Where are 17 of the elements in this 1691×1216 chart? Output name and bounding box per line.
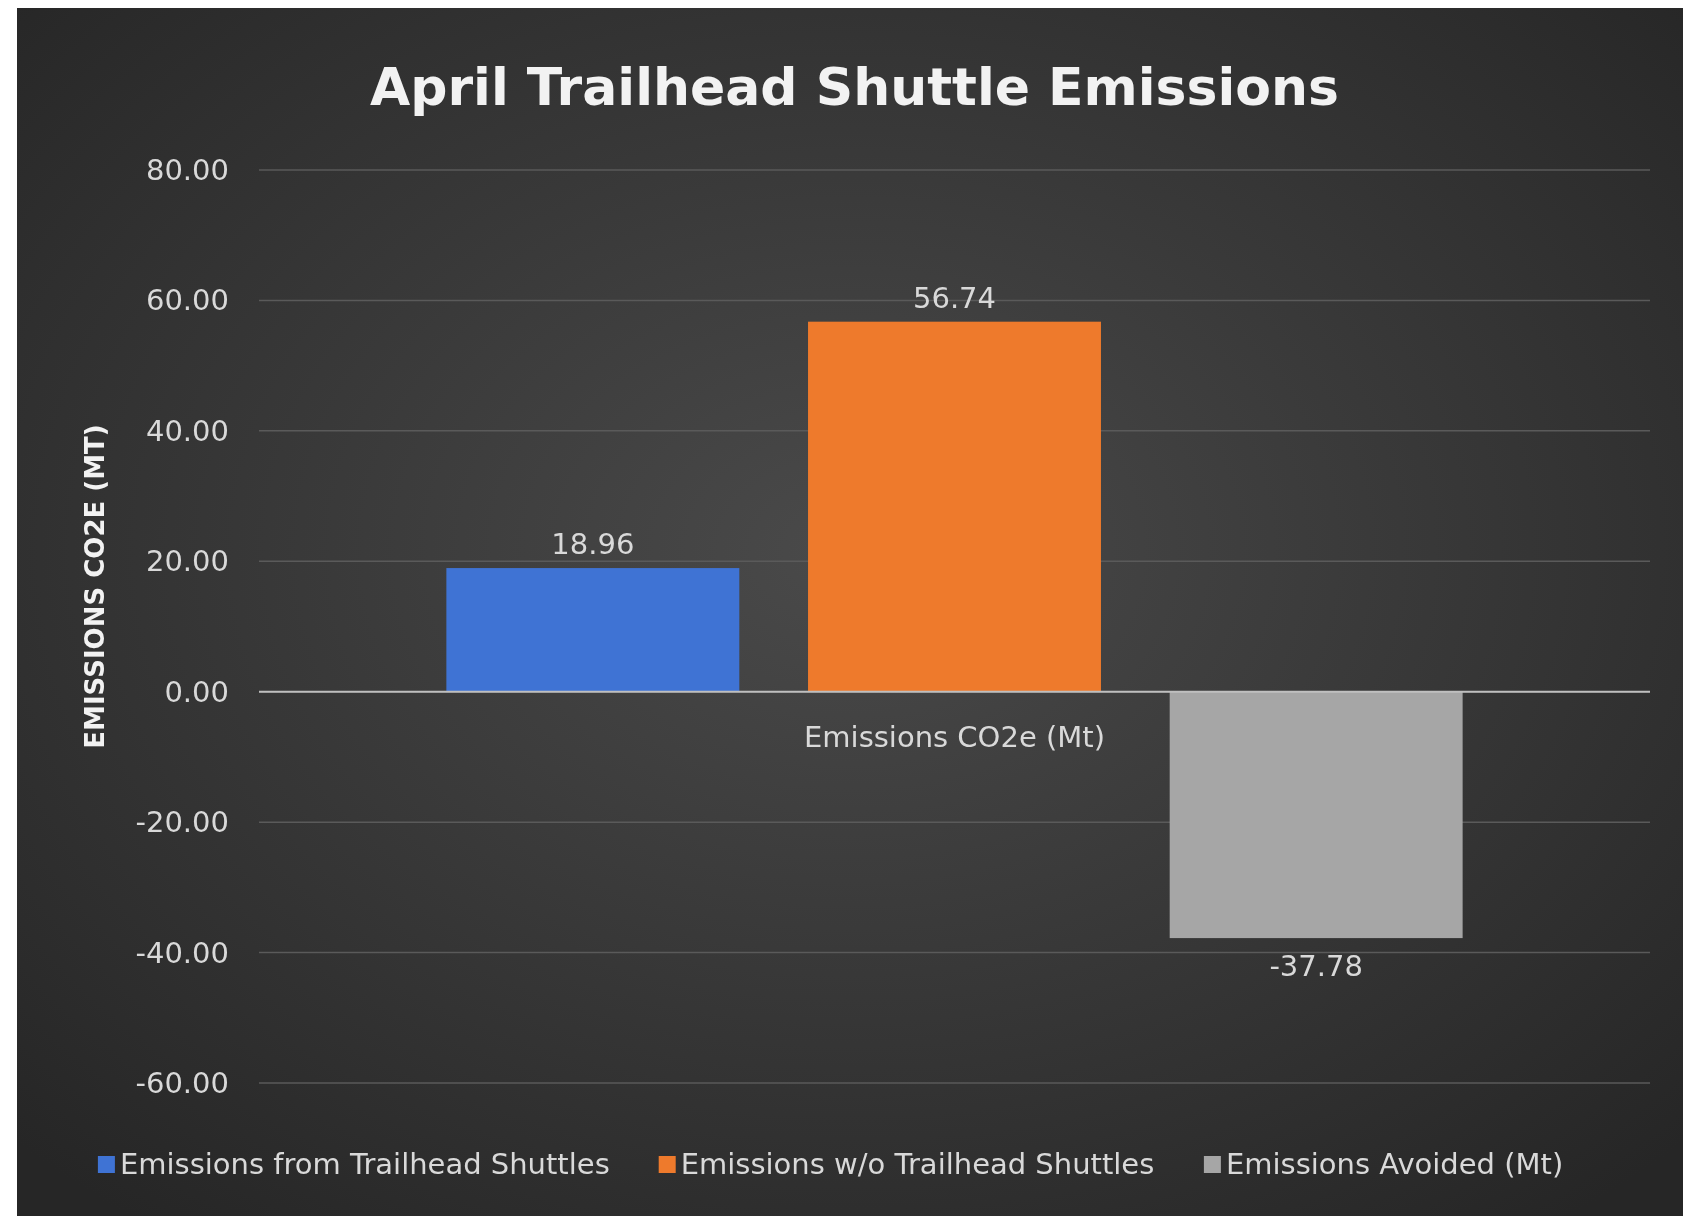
chart-title: April Trailhead Shuttle Emissions <box>369 57 1340 117</box>
legend-label: Emissions from Trailhead Shuttles <box>119 1147 610 1181</box>
y-tick-label: 60.00 <box>145 283 229 318</box>
y-tick-label: -40.00 <box>135 935 229 970</box>
y-axis-title: EMISSIONS CO2E (MT) <box>80 424 110 749</box>
data-label: -37.78 <box>1269 949 1363 984</box>
y-tick-label: -20.00 <box>135 805 229 840</box>
data-label: 56.74 <box>912 280 997 315</box>
data-label: 18.96 <box>551 527 635 562</box>
y-tick-label: 0.00 <box>164 674 229 709</box>
y-tick-label: 80.00 <box>145 153 229 187</box>
y-tick-label: 20.00 <box>145 544 229 579</box>
x-tick-label: Emissions CO2e (Mt) <box>804 719 1105 754</box>
y-tick-label: -60.00 <box>135 1066 229 1100</box>
y-tick-label: 40.00 <box>145 413 229 448</box>
legend-label: Emissions w/o Trailhead Shuttles <box>680 1147 1155 1181</box>
legend-label: Emissions Avoided (Mt) <box>1225 1147 1564 1181</box>
